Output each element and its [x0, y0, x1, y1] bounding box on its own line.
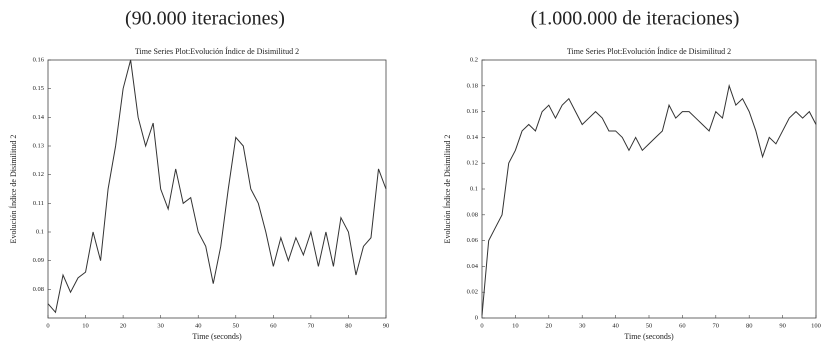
y-tick-label: 0.08 [467, 211, 478, 218]
x-tick-label: 70 [308, 322, 315, 329]
chart-title: Time Series Plot:Evolución Índice de Dis… [567, 46, 731, 56]
y-tick-label: 0.15 [33, 85, 44, 92]
x-tick-label: 40 [195, 322, 202, 329]
y-tick-label: 0.09 [33, 257, 44, 264]
caption: (90.000 iteraciones) [125, 8, 285, 30]
series-line [481, 83, 817, 316]
y-tick-label: 0 [475, 314, 478, 321]
chart-title: Time Series Plot:Evolución Índice de Dis… [135, 46, 299, 56]
x-tick-label: 100 [811, 322, 821, 329]
x-axis-label: Time (seconds) [624, 332, 674, 341]
y-tick-label: 0.16 [33, 56, 45, 63]
x-axis-label: Time (seconds) [192, 332, 242, 341]
x-tick-label: 10 [512, 322, 519, 329]
y-tick-label: 0.11 [33, 200, 44, 207]
y-tick-label: 0.16 [467, 108, 479, 115]
x-tick-label: 80 [345, 322, 352, 329]
x-tick-label: 90 [779, 322, 786, 329]
y-tick-label: 0.04 [467, 263, 479, 270]
y-tick-label: 0.2 [470, 56, 478, 63]
y-tick-label: 0.02 [467, 289, 478, 296]
caption: (1.000.000 de iteraciones) [531, 8, 740, 30]
y-tick-label: 0.12 [33, 171, 44, 178]
x-tick-label: 0 [480, 322, 483, 329]
x-tick-label: 50 [233, 322, 240, 329]
y-tick-label: 0.1 [36, 228, 44, 235]
x-tick-label: 80 [746, 322, 753, 329]
y-tick-label: 0.08 [33, 286, 44, 293]
y-tick-label: 0.18 [467, 82, 478, 89]
y-tick-label: 0.1 [470, 185, 478, 192]
y-axis-label: Evolución Índice de Disimilitud 2 [8, 135, 18, 244]
x-tick-label: 60 [679, 322, 686, 329]
plot-frame [47, 59, 387, 319]
y-tick-label: 0.06 [467, 237, 479, 244]
x-tick-label: 90 [383, 322, 390, 329]
x-tick-label: 20 [546, 322, 553, 329]
y-tick-label: 0.14 [467, 134, 479, 141]
y-axis-label: Evolución Índice de Disimilitud 2 [442, 135, 452, 244]
x-tick-label: 60 [270, 322, 277, 329]
y-tick-label: 0.13 [33, 142, 44, 149]
x-tick-label: 20 [120, 322, 127, 329]
y-tick-label: 0.14 [33, 114, 45, 121]
plot-frame [481, 59, 817, 319]
x-tick-label: 70 [713, 322, 720, 329]
x-tick-label: 0 [46, 322, 49, 329]
x-tick-label: 40 [612, 322, 619, 329]
x-tick-label: 50 [646, 322, 653, 329]
x-tick-label: 30 [157, 322, 164, 329]
x-tick-label: 10 [82, 322, 89, 329]
x-tick-label: 30 [579, 322, 586, 329]
y-tick-label: 0.12 [467, 160, 478, 167]
series-line [47, 59, 387, 314]
